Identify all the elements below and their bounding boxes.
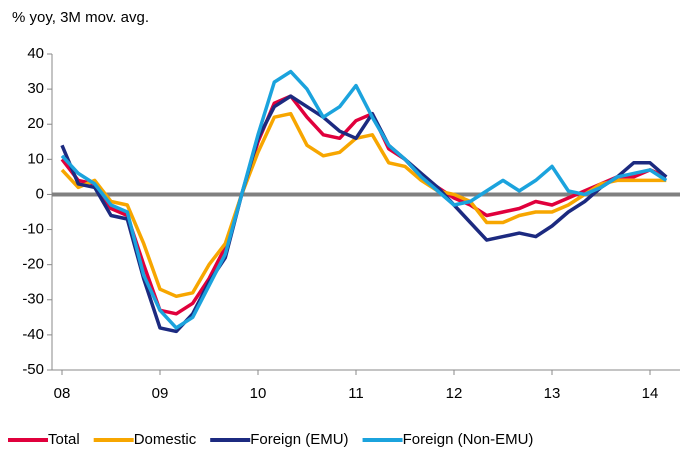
y-tick-label: -30	[22, 291, 44, 308]
y-tick-label: -20	[22, 256, 44, 273]
series-line	[60, 94, 668, 334]
x-tick-label: 08	[54, 385, 71, 402]
y-tick-label: 0	[36, 185, 44, 202]
x-tick-label: 12	[446, 385, 463, 402]
x-tick-label: 09	[152, 385, 169, 402]
y-axis-label: % yoy, 3M mov. avg.	[12, 9, 149, 26]
y-tick-label: -40	[22, 326, 44, 343]
series-line	[60, 111, 667, 299]
legend-label: Foreign (EMU)	[250, 431, 348, 448]
y-tick-label: 30	[27, 80, 44, 97]
x-tick-label: 10	[250, 385, 267, 402]
y-tick-label: 10	[27, 150, 44, 167]
series-line	[60, 69, 668, 330]
x-tick-label: 13	[544, 385, 561, 402]
y-tick-label: -10	[22, 221, 44, 238]
x-tick-label: 11	[348, 385, 364, 402]
legend-label: Foreign (Non-EMU)	[403, 431, 534, 448]
legend-label: Total	[48, 431, 80, 448]
x-tick-label: 14	[642, 385, 659, 402]
legend-label: Domestic	[134, 431, 197, 448]
y-tick-label: 20	[27, 115, 44, 132]
y-tick-label: 40	[27, 45, 44, 62]
y-tick-label: -50	[22, 361, 44, 378]
